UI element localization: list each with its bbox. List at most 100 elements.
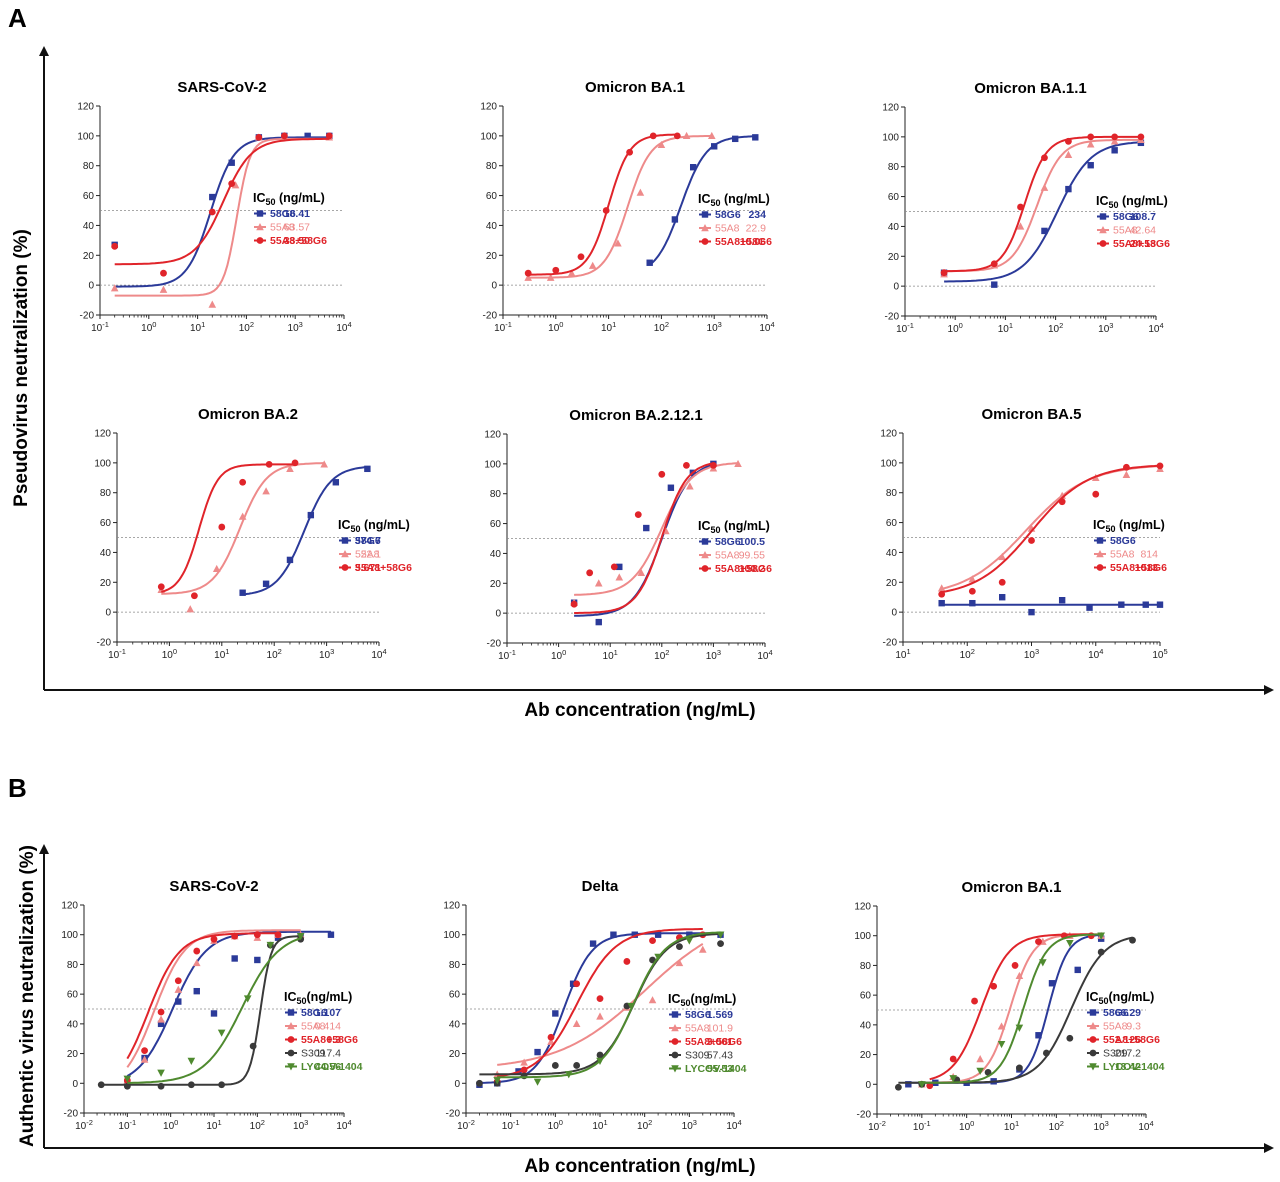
y-tick-label: 0 (891, 608, 897, 619)
data-point-58g6 (938, 599, 945, 607)
fit-curve-55a8 (921, 933, 1102, 1084)
series-55a8 (524, 131, 716, 281)
x-tick-label: 10-1 (502, 1118, 520, 1132)
x-tick-label: 102 (654, 320, 669, 334)
y-tick-label: 60 (100, 518, 112, 529)
data-point-55a8-58g6 (926, 1082, 934, 1090)
legend-series-name: LYCOV-1404 (685, 1063, 747, 1075)
x-tick-label: 103 (682, 1118, 697, 1132)
fit-curve-55a8-58g6 (574, 462, 714, 614)
data-point-55a8 (186, 605, 195, 613)
legend-swatch-marker (287, 1036, 295, 1043)
y-tick-label: 120 (443, 901, 460, 912)
data-point-58g6 (999, 594, 1006, 601)
x-tick-label: 104 (726, 1118, 741, 1132)
chart-7-sars-cov-2: SARS-CoV-2 -20 0 20 40 60 80 100 120 10-2 10-1 100 1… (61, 878, 362, 1132)
data-point-lycov-1404 (217, 1029, 226, 1037)
data-point-55a8 (157, 1015, 165, 1023)
y-tick-label: 20 (886, 578, 898, 589)
data-point-55a8-58g6 (1156, 462, 1164, 470)
data-point-58g6 (732, 135, 739, 143)
x-tick-label: 102 (250, 1118, 265, 1132)
data-point-55a8 (734, 459, 742, 468)
x-tick-label: 100 (948, 321, 963, 335)
data-point-58g6 (610, 931, 617, 938)
series-58g6 (938, 594, 1164, 616)
data-point-s309 (123, 1082, 131, 1090)
legend-swatch-marker (671, 1024, 679, 1032)
x-tick-label: 100 (959, 1119, 974, 1133)
data-point-55a8-58g6 (1137, 133, 1145, 141)
data-point-58g6 (157, 1020, 165, 1028)
data-point-lycov-1404 (243, 995, 252, 1003)
x-tick-label: 102 (654, 648, 669, 662)
fit-curve-55a8-58g6 (497, 928, 703, 1078)
data-point-55a8 (231, 181, 240, 189)
chart-6-omicron-ba-5: Omicron BA.5 -20 0 20 40 60 80 100 120 101 102 103 1… (880, 406, 1167, 661)
legend-swatch-marker (1096, 564, 1104, 571)
legend-series-name: 58G6 (685, 1009, 711, 1021)
chart-5-omicron-ba-2-12-1: Omicron BA.2.12.1 -20 0 20 40 60 80 100 120 10-1 1… (484, 407, 772, 662)
legend-series-name: 58G6 (715, 536, 741, 548)
y-tick-label: 100 (443, 930, 460, 941)
data-point-s309 (1066, 1034, 1074, 1042)
fit-curve-55a8-58g6 (126, 932, 278, 1060)
y-tick-label: 20 (83, 251, 95, 262)
y-tick-label: 0 (72, 1079, 78, 1090)
legend-ic50-value: 101.9 (707, 1023, 733, 1035)
y-tick-label: 100 (880, 458, 897, 469)
y-tick-label: 0 (105, 608, 111, 619)
x-tick-label: 104 (371, 647, 386, 661)
data-point-55a8 (520, 1058, 528, 1066)
data-point-55a8-58g6 (1058, 498, 1066, 506)
y-tick-label: 80 (888, 162, 900, 173)
data-point-55a8 (1086, 140, 1095, 148)
legend-swatch-marker (1089, 1022, 1097, 1030)
data-point-55a8 (707, 131, 716, 140)
y-tick-label: 40 (886, 548, 898, 559)
data-point-55a8 (997, 1022, 1006, 1030)
data-point-55a8-58g6 (174, 977, 182, 985)
data-point-55a8 (208, 300, 217, 308)
x-tick-label: 104 (1088, 647, 1103, 661)
data-point-58g6 (239, 589, 246, 596)
y-tick-label: 40 (100, 548, 112, 559)
legend-ic50-value: 117.4 (316, 1048, 342, 1060)
legend-swatch-marker (701, 538, 709, 545)
x-tick-label: 101 (214, 647, 229, 661)
fit-curve-58g6 (126, 930, 331, 1077)
legend-ic50-value: 10.06 (740, 236, 766, 248)
data-point-lycov-1404 (654, 953, 662, 961)
data-point-55a8-58g6 (228, 180, 236, 188)
data-point-s309 (1129, 936, 1136, 944)
data-point-58g6 (262, 580, 270, 587)
y-tick-label: 20 (449, 1049, 461, 1060)
y-tick-label: 40 (67, 1019, 79, 1030)
legend-swatch-marker (1096, 537, 1104, 544)
data-point-55a8-58g6 (649, 132, 657, 140)
x-tick-label: 101 (603, 648, 618, 662)
y-tick-label: -20 (885, 312, 900, 323)
fit-curve-lycov-1404 (127, 937, 302, 1084)
series-55a8-58g6 (938, 462, 1164, 598)
y-tick-label: 40 (888, 222, 900, 233)
legend-swatch-marker (701, 238, 709, 245)
y-tick-label: 60 (449, 990, 461, 1001)
x-tick-label: 101 (895, 647, 910, 661)
y-tick-label: 120 (880, 429, 897, 440)
data-point-55a8-58g6 (990, 260, 998, 268)
data-point-55a8-58g6 (231, 932, 239, 940)
data-point-55a8 (588, 261, 597, 269)
data-point-58g6 (689, 164, 697, 171)
x-tick-label: 103 (293, 1118, 308, 1132)
legend-title: IC50(ng/mL) (284, 990, 352, 1006)
legend-series-name: 58G6 (715, 209, 741, 221)
data-point-58g6 (364, 465, 371, 473)
data-point-55a8-58g6 (210, 935, 218, 943)
